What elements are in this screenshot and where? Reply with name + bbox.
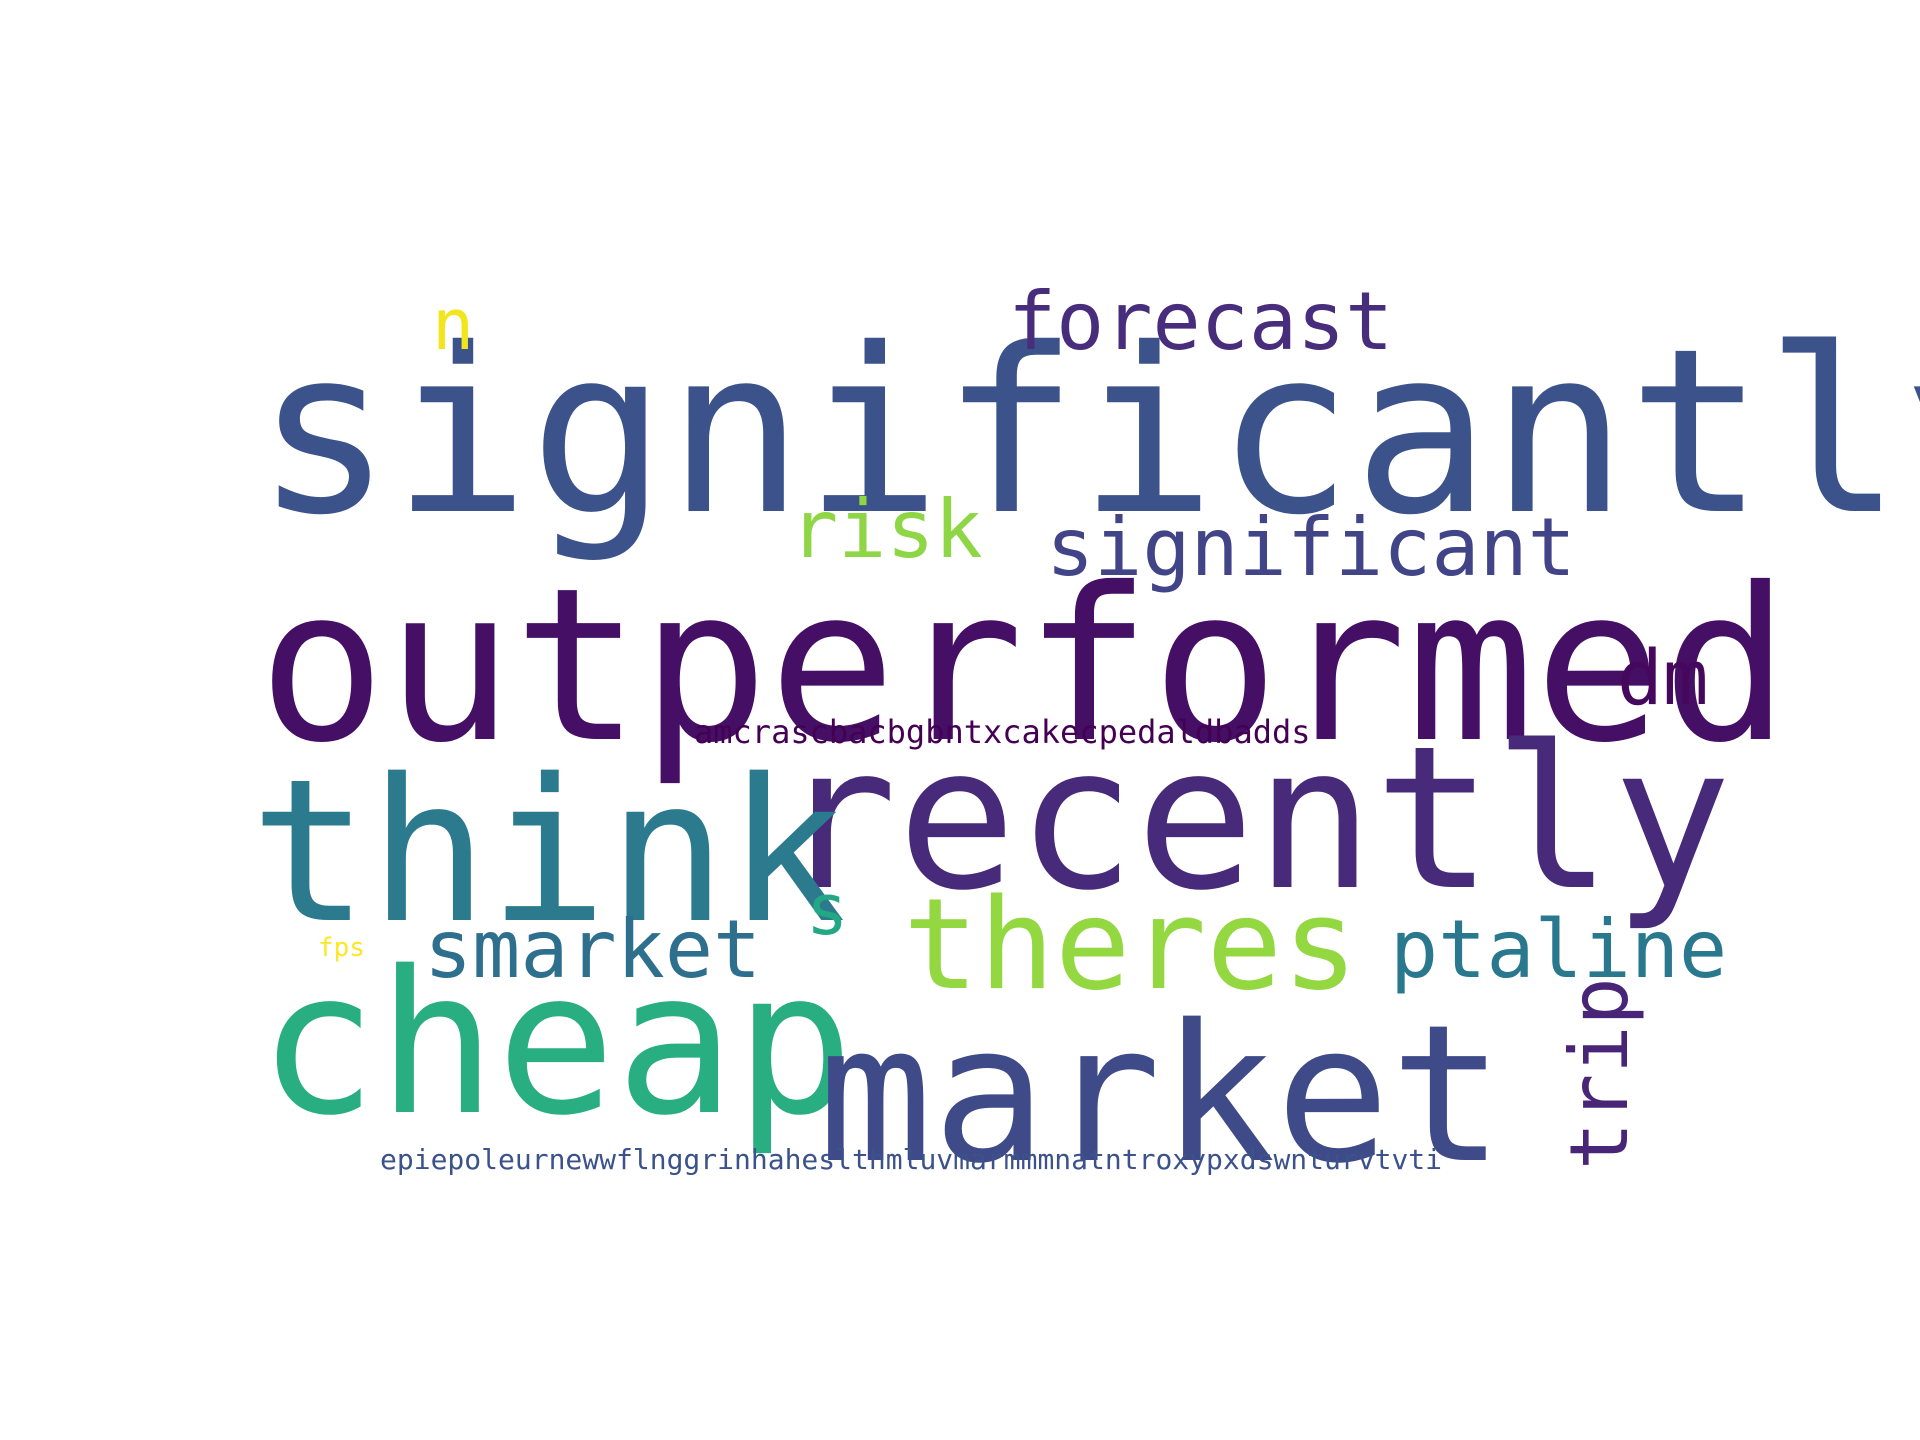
word-significantly: significantly xyxy=(255,299,1920,565)
word-forecast: forecast xyxy=(1008,275,1394,368)
word-outperformed: outperformed xyxy=(258,542,1790,789)
word-amcrascbacbgbntxcakecpedaldbadds: amcrascbacbgbntxcakecpedaldbadds xyxy=(694,713,1311,751)
word-recently: recently xyxy=(778,703,1732,934)
word-trip: trip xyxy=(1553,977,1646,1170)
word-epiepoleurnewwflnggrinhaheslthmluvmarmmmnatntroxypxdswnturvtvti: epiepoleurnewwflnggrinhaheslthmluvmarmmm… xyxy=(380,1143,1443,1176)
word-dm: dm xyxy=(1617,633,1709,722)
word-ptaline: ptaline xyxy=(1390,903,1728,996)
word-theres: theres xyxy=(903,871,1359,1018)
word-risk: risk xyxy=(790,483,983,576)
word-fps: fps xyxy=(318,933,365,963)
word-think: think xyxy=(250,736,847,967)
word-n: n xyxy=(432,284,475,366)
word-market: market xyxy=(818,984,1505,1205)
word-significant: significant xyxy=(1046,501,1576,594)
word-s: s xyxy=(806,869,849,951)
word-cheap: cheap xyxy=(258,928,855,1159)
word-smarket: smarket xyxy=(424,903,762,996)
